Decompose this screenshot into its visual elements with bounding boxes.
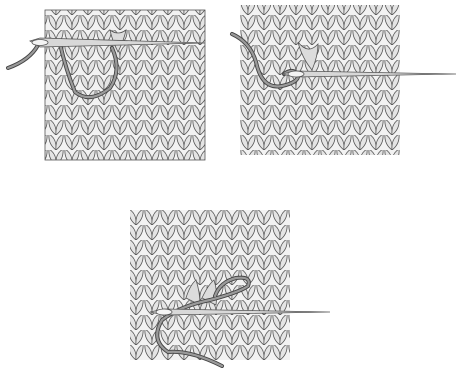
needle-eye xyxy=(155,308,173,316)
knit-fabric xyxy=(240,5,400,155)
stitch xyxy=(297,41,319,71)
needle-eye xyxy=(287,70,305,78)
yarn xyxy=(6,38,118,99)
swatch-2 xyxy=(230,5,457,155)
yarn xyxy=(156,276,250,368)
stitch xyxy=(185,279,201,306)
swatch-3 xyxy=(130,210,331,368)
needle-eye xyxy=(31,39,49,46)
swatch-1 xyxy=(6,9,206,161)
